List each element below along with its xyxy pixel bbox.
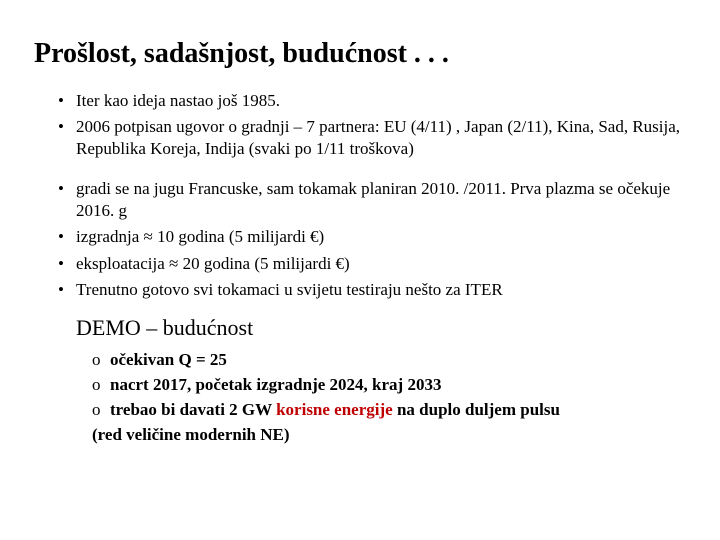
spacer <box>34 164 686 178</box>
demo-block: očekivan Q = 25 nacrt 2017, početak izgr… <box>92 349 686 447</box>
demo-item: nacrt 2017, početak izgradnje 2024, kraj… <box>92 374 686 397</box>
demo-item-text: trebao bi davati 2 GW <box>110 400 276 419</box>
demo-item: trebao bi davati 2 GW korisne energije n… <box>92 399 686 422</box>
demo-item: očekivan Q = 25 <box>92 349 686 372</box>
slide-title: Prošlost, sadašnjost, budućnost . . . <box>34 38 686 70</box>
bullet-list-bottom: gradi se na jugu Francuske, sam tokamak … <box>34 178 686 300</box>
demo-item-text: na duplo duljem pulsu <box>393 400 560 419</box>
bullet-item: izgradnja ≈ 10 godina (5 milijardi €) <box>58 226 686 248</box>
bullet-item: Iter kao ideja nastao još 1985. <box>58 90 686 112</box>
bullet-item: gradi se na jugu Francuske, sam tokamak … <box>58 178 686 222</box>
bullet-item: 2006 potpisan ugovor o gradnji – 7 partn… <box>58 116 686 160</box>
demo-tail: (red veličine modernih NE) <box>92 424 686 447</box>
bullet-item: eksploatacija ≈ 20 godina (5 milijardi €… <box>58 253 686 275</box>
demo-heading: DEMO – budućnost <box>76 315 686 341</box>
slide: Prošlost, sadašnjost, budućnost . . . It… <box>0 0 720 447</box>
bullet-list-top: Iter kao ideja nastao još 1985. 2006 pot… <box>34 90 686 160</box>
demo-item-accent: korisne energije <box>276 400 393 419</box>
bullet-item: Trenutno gotovo svi tokamaci u svijetu t… <box>58 279 686 301</box>
